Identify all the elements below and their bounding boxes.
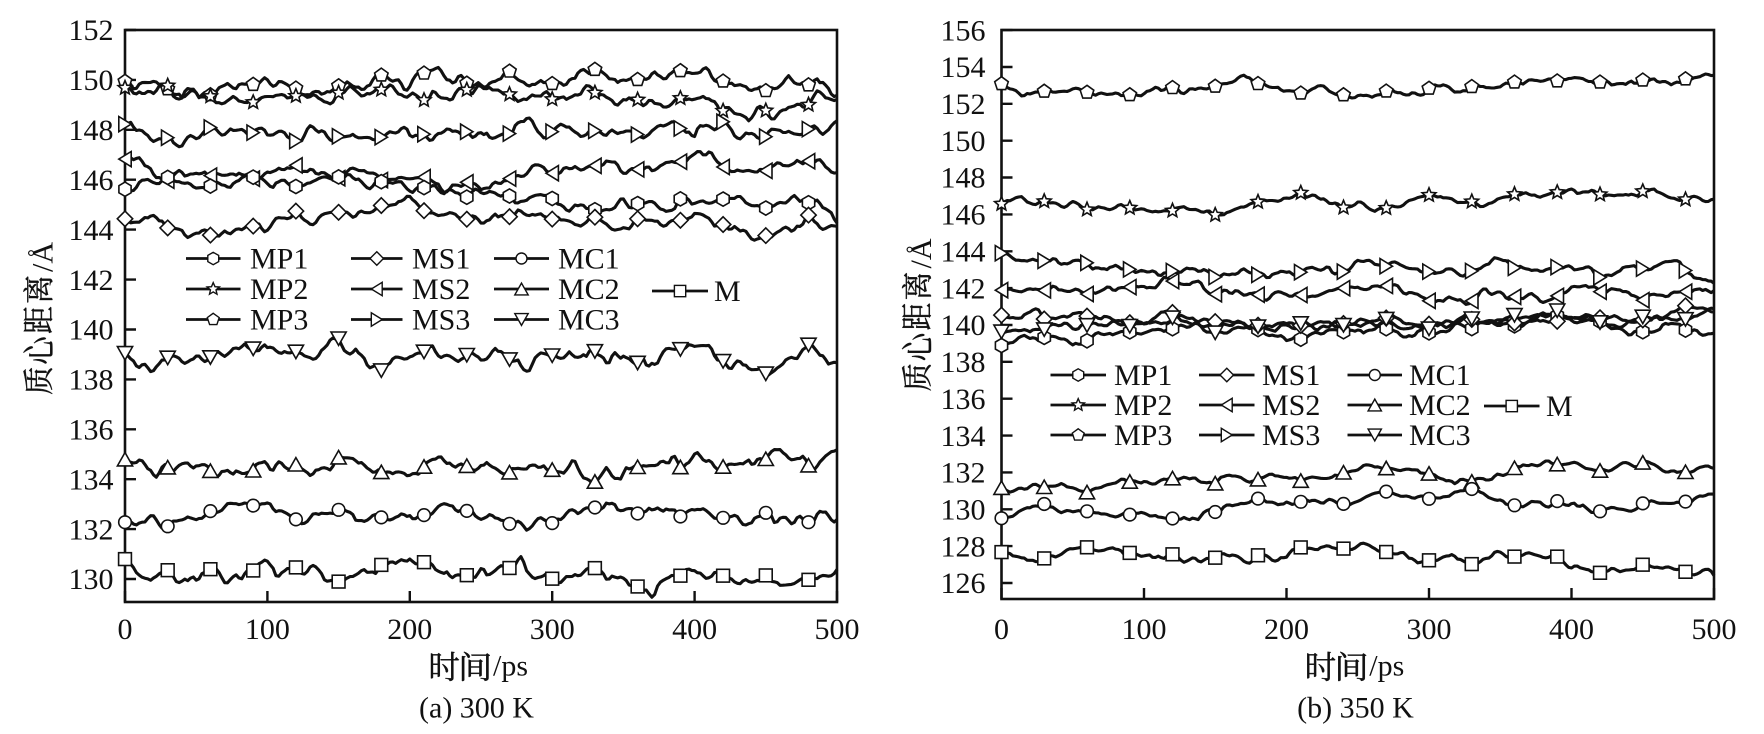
svg-text:100: 100 <box>245 613 290 646</box>
svg-text:M: M <box>1546 390 1573 423</box>
svg-text:/ps: /ps <box>493 650 528 683</box>
svg-text:150: 150 <box>941 125 986 158</box>
svg-text:(a) 300 K: (a) 300 K <box>419 692 534 725</box>
svg-text:MS2: MS2 <box>1262 389 1320 422</box>
svg-text:148: 148 <box>941 162 986 195</box>
svg-text:300: 300 <box>530 613 575 646</box>
svg-text:/Å: /Å <box>905 238 938 268</box>
svg-text:M: M <box>714 275 741 308</box>
svg-text:500: 500 <box>1692 613 1737 646</box>
svg-text:0: 0 <box>994 613 1009 646</box>
svg-text:134: 134 <box>69 463 114 496</box>
svg-text:138: 138 <box>941 346 986 379</box>
svg-text:152: 152 <box>941 88 986 121</box>
svg-text:140: 140 <box>69 314 114 347</box>
svg-text:MP2: MP2 <box>250 273 308 306</box>
svg-text:142: 142 <box>941 272 986 305</box>
svg-text:400: 400 <box>1549 613 1594 646</box>
svg-text:100: 100 <box>1122 613 1167 646</box>
svg-text:(b) 350 K: (b) 350 K <box>1297 692 1414 725</box>
svg-text:132: 132 <box>941 457 986 490</box>
svg-text:MC2: MC2 <box>558 273 620 306</box>
svg-text:146: 146 <box>69 164 114 197</box>
svg-text:140: 140 <box>941 309 986 342</box>
svg-text:/ps: /ps <box>1369 650 1404 683</box>
svg-text:MP1: MP1 <box>250 243 308 276</box>
svg-text:148: 148 <box>69 114 114 147</box>
svg-text:154: 154 <box>941 51 986 84</box>
svg-text:MS1: MS1 <box>412 243 470 276</box>
svg-text:130: 130 <box>941 494 986 527</box>
svg-text:MS3: MS3 <box>412 304 470 337</box>
svg-text:MS2: MS2 <box>412 273 470 306</box>
svg-text:200: 200 <box>1264 613 1309 646</box>
svg-text:132: 132 <box>69 513 114 546</box>
svg-text:128: 128 <box>941 530 986 563</box>
svg-text:130: 130 <box>69 563 114 596</box>
svg-text:MS3: MS3 <box>1262 419 1320 452</box>
svg-text:MC2: MC2 <box>1409 389 1471 422</box>
svg-text:MC1: MC1 <box>558 243 620 276</box>
svg-text:MC3: MC3 <box>558 304 620 337</box>
svg-text:MC1: MC1 <box>1409 359 1471 392</box>
svg-text:146: 146 <box>941 199 986 232</box>
svg-text:MP3: MP3 <box>1114 419 1172 452</box>
svg-text:0: 0 <box>118 613 133 646</box>
svg-text:MP3: MP3 <box>250 304 308 337</box>
svg-text:138: 138 <box>69 364 114 397</box>
svg-text:MP1: MP1 <box>1114 359 1172 392</box>
svg-text:142: 142 <box>69 264 114 297</box>
svg-text:136: 136 <box>69 414 114 447</box>
svg-text:144: 144 <box>941 236 986 269</box>
svg-text:500: 500 <box>815 613 860 646</box>
svg-text:400: 400 <box>672 613 717 646</box>
svg-text:150: 150 <box>69 64 114 97</box>
svg-text:/Å: /Å <box>26 242 59 272</box>
svg-text:134: 134 <box>941 420 986 453</box>
svg-text:MP2: MP2 <box>1114 389 1172 422</box>
svg-text:144: 144 <box>69 214 114 247</box>
svg-text:MS1: MS1 <box>1262 359 1320 392</box>
svg-text:MC3: MC3 <box>1409 419 1471 452</box>
svg-text:300: 300 <box>1407 613 1452 646</box>
svg-text:136: 136 <box>941 383 986 416</box>
svg-text:200: 200 <box>387 613 432 646</box>
svg-text:152: 152 <box>69 14 114 47</box>
svg-text:156: 156 <box>941 14 986 47</box>
svg-text:126: 126 <box>941 567 986 600</box>
